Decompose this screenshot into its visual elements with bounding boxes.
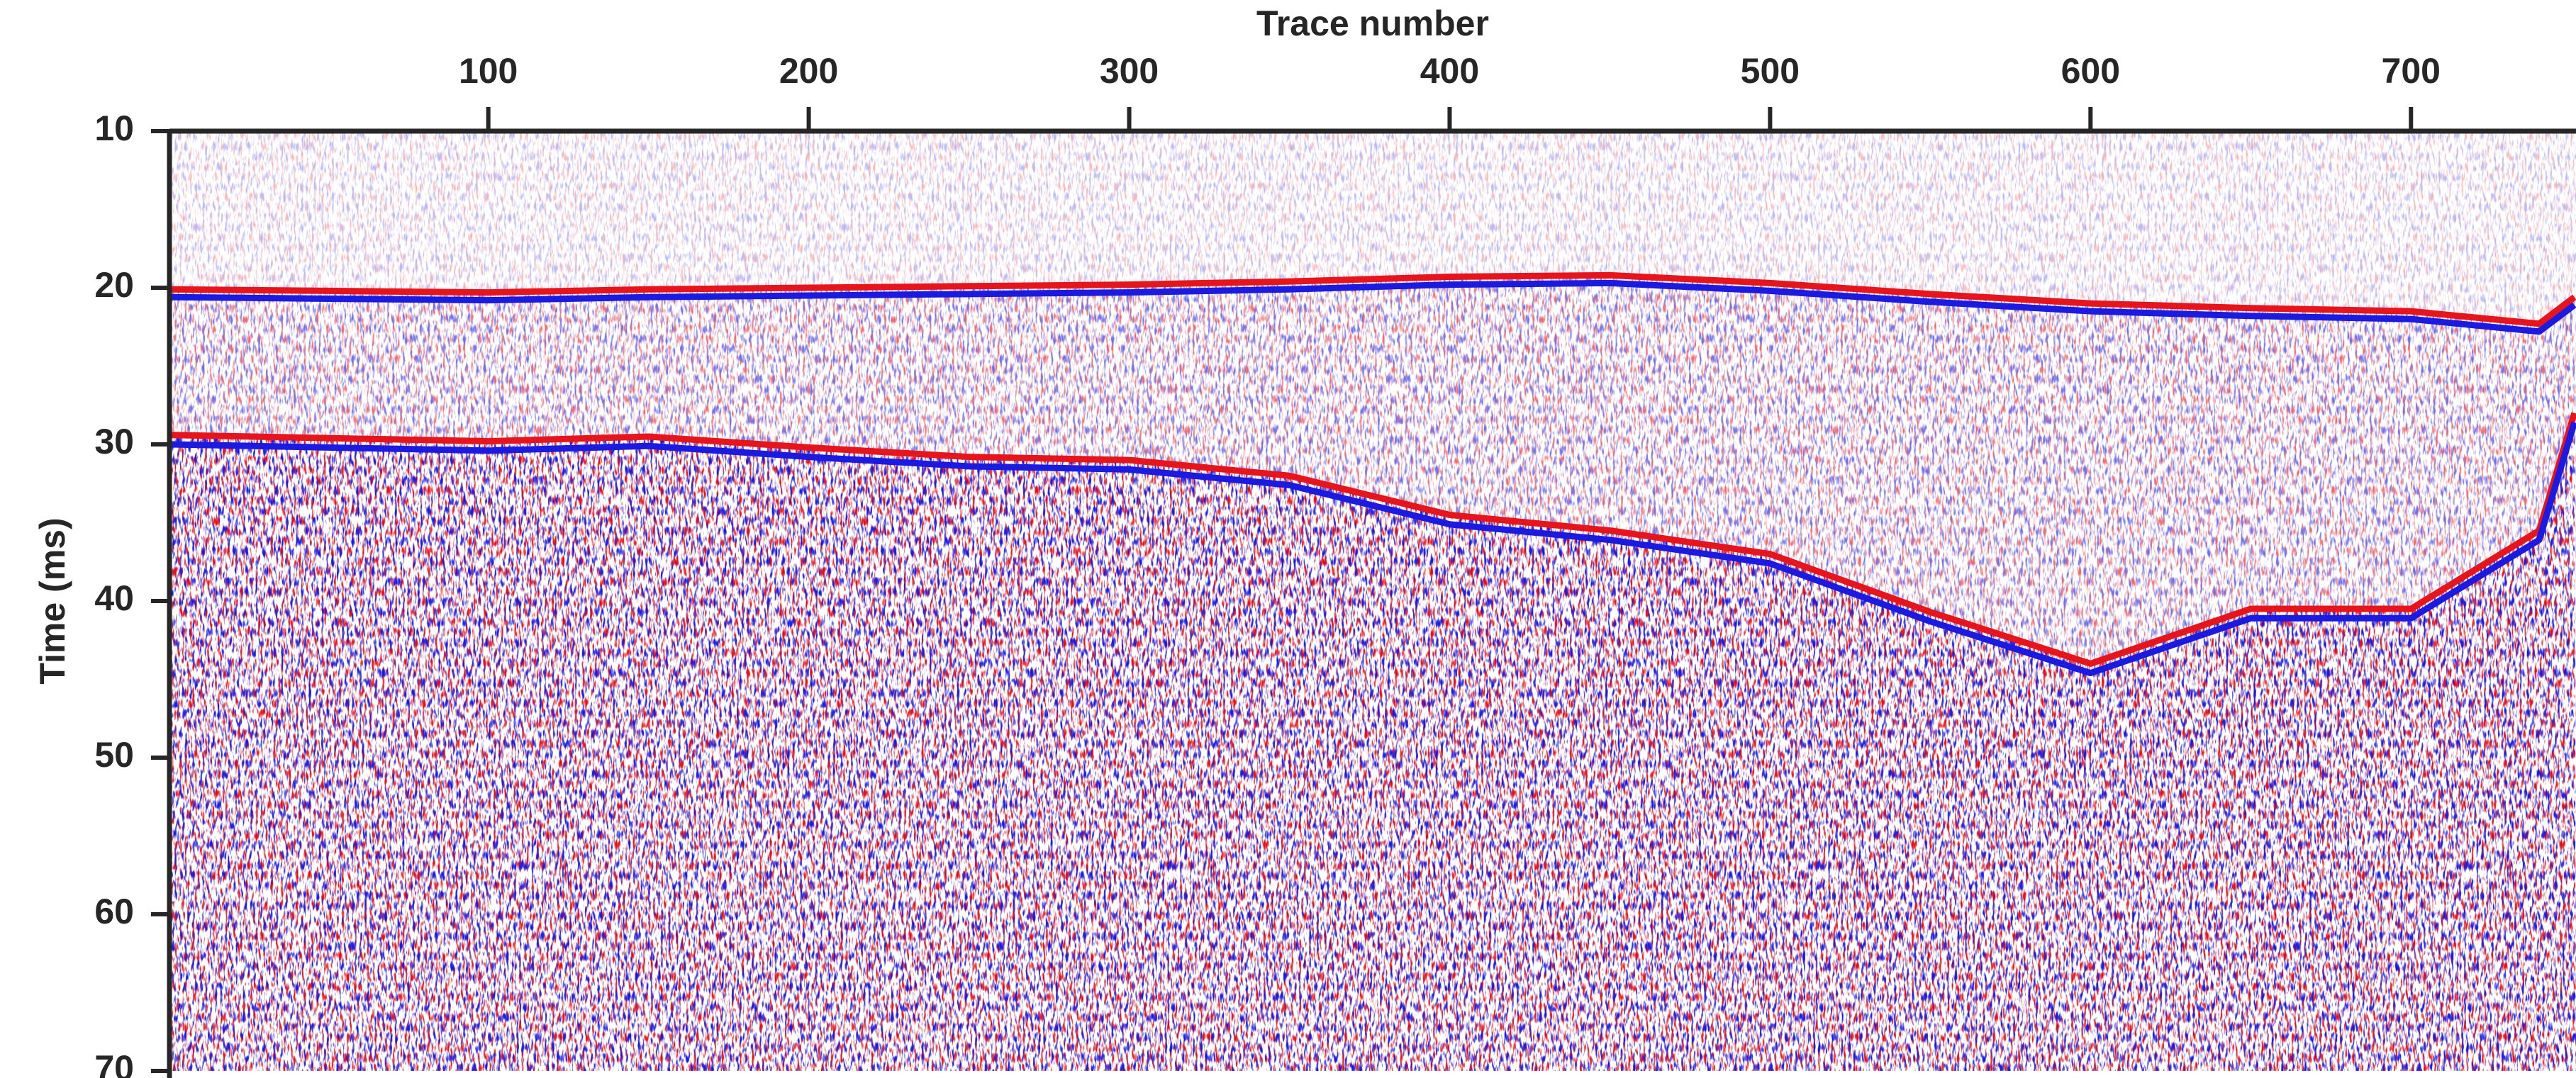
x-tick-label: 600 — [2061, 51, 2120, 91]
y-axis-title: Time (ms) — [33, 517, 72, 684]
y-tick-label: 40 — [94, 578, 134, 618]
reflector-line — [171, 279, 2576, 335]
y-tick-label: 10 — [94, 108, 134, 148]
y-tick-label: 30 — [94, 422, 134, 461]
x-axis-title: Trace number — [1256, 4, 1489, 43]
x-tick-label: 700 — [2382, 51, 2441, 91]
x-tick-label: 400 — [1420, 51, 1479, 91]
y-tick-label: 50 — [94, 735, 134, 775]
y-tick-label: 20 — [94, 265, 134, 305]
reflector-line — [171, 421, 2576, 677]
reflector-line — [171, 412, 2576, 667]
x-tick-label: 500 — [1741, 51, 1800, 91]
x-tick-label: 200 — [779, 51, 838, 91]
x-tick-label: 100 — [459, 51, 518, 91]
y-tick-label: 70 — [94, 1048, 134, 1078]
y-tick-label: 60 — [94, 892, 134, 931]
reflector-line — [171, 271, 2576, 327]
x-tick-label: 300 — [1100, 51, 1159, 91]
